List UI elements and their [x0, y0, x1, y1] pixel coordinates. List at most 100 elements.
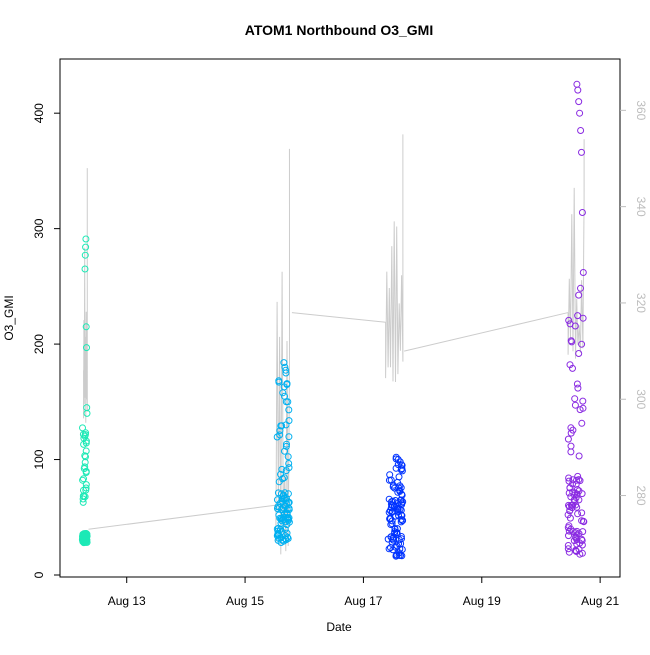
data-point — [578, 209, 586, 216]
data-point — [569, 364, 576, 372]
data-point — [567, 501, 575, 509]
data-point — [81, 265, 89, 273]
data-point — [399, 517, 407, 524]
data-point — [577, 284, 584, 292]
data-point — [567, 442, 575, 450]
y2-tick-label: 360 — [634, 100, 648, 120]
data-point — [564, 542, 572, 549]
data-point — [579, 397, 587, 405]
data-point — [575, 476, 583, 484]
chart-title: ATOM1 Northbound O3_GMI — [245, 22, 433, 38]
data-point — [565, 316, 573, 324]
data-point — [81, 458, 89, 466]
data-point — [565, 527, 573, 535]
secondary-connector — [88, 504, 276, 530]
data-point — [388, 508, 396, 516]
data-point — [572, 546, 580, 554]
data-point — [393, 529, 401, 537]
data-point — [576, 109, 584, 117]
data-point — [273, 433, 281, 441]
data-point — [565, 489, 573, 497]
data-point — [81, 251, 89, 259]
data-point — [577, 127, 585, 134]
y-tick-label: 300 — [32, 218, 46, 238]
y2-tick-label: 280 — [634, 486, 648, 506]
y-axis-label: O3_GMI — [2, 295, 16, 340]
data-point — [397, 484, 405, 492]
data-point — [280, 537, 288, 545]
data-point — [283, 440, 290, 448]
data-point — [576, 477, 584, 485]
data-point — [576, 406, 584, 414]
data-point — [574, 86, 582, 94]
data-point — [285, 417, 293, 425]
data-point — [398, 461, 406, 469]
data-point — [276, 427, 284, 435]
data-point — [281, 525, 289, 533]
data-point — [285, 499, 292, 507]
data-point — [388, 498, 396, 506]
data-point — [284, 533, 291, 541]
data-point — [571, 395, 579, 403]
data-point — [568, 338, 576, 346]
data-point — [82, 429, 90, 437]
secondary-flight-trace — [83, 168, 88, 423]
data-point — [83, 344, 90, 352]
y2-tick-label: 300 — [634, 389, 648, 409]
data-point — [279, 506, 287, 514]
data-point — [283, 510, 291, 518]
data-point — [398, 491, 406, 499]
data-point — [283, 529, 291, 537]
data-point — [283, 381, 291, 388]
data-point — [392, 543, 400, 551]
data-point — [567, 424, 575, 432]
x-axis-label: Date — [326, 620, 352, 634]
data-point — [574, 312, 582, 320]
data-point — [578, 419, 586, 427]
data-point — [564, 545, 572, 553]
data-point — [282, 369, 290, 377]
data-point — [284, 490, 292, 498]
data-point — [575, 496, 583, 504]
data-point — [578, 509, 586, 517]
data-point — [278, 497, 286, 505]
data-point — [565, 474, 573, 482]
data-point — [273, 532, 281, 540]
data-point — [576, 539, 584, 547]
data-point — [396, 458, 404, 466]
data-point — [395, 549, 403, 557]
data-point — [575, 350, 583, 357]
data-point — [282, 366, 290, 374]
y2-tick-label: 340 — [634, 197, 648, 217]
data-point — [83, 404, 91, 412]
data-point — [575, 98, 583, 106]
data-point — [284, 398, 292, 406]
data-point — [280, 474, 288, 482]
data-point — [579, 269, 587, 276]
data-point — [387, 500, 395, 508]
data-point — [567, 448, 575, 456]
data-point — [275, 511, 283, 519]
data-point — [565, 532, 572, 540]
data-point — [81, 533, 89, 541]
data-point — [576, 550, 584, 558]
data-point — [388, 520, 396, 528]
data-point — [565, 477, 573, 485]
data-point — [275, 378, 283, 386]
data-point — [569, 488, 577, 496]
secondary-line-layer — [83, 134, 585, 555]
data-point — [82, 235, 90, 243]
data-point — [580, 518, 588, 526]
data-point — [82, 243, 90, 251]
data-point — [387, 533, 395, 541]
data-point — [566, 320, 574, 328]
plot-area-frame — [59, 58, 621, 578]
y-tick-label: 400 — [32, 103, 46, 123]
data-point — [385, 545, 393, 553]
data-point — [395, 551, 403, 559]
y-tick-label: 0 — [32, 571, 46, 578]
data-point — [564, 435, 572, 443]
data-point — [397, 533, 405, 540]
data-point — [285, 433, 293, 441]
data-point — [396, 482, 404, 490]
